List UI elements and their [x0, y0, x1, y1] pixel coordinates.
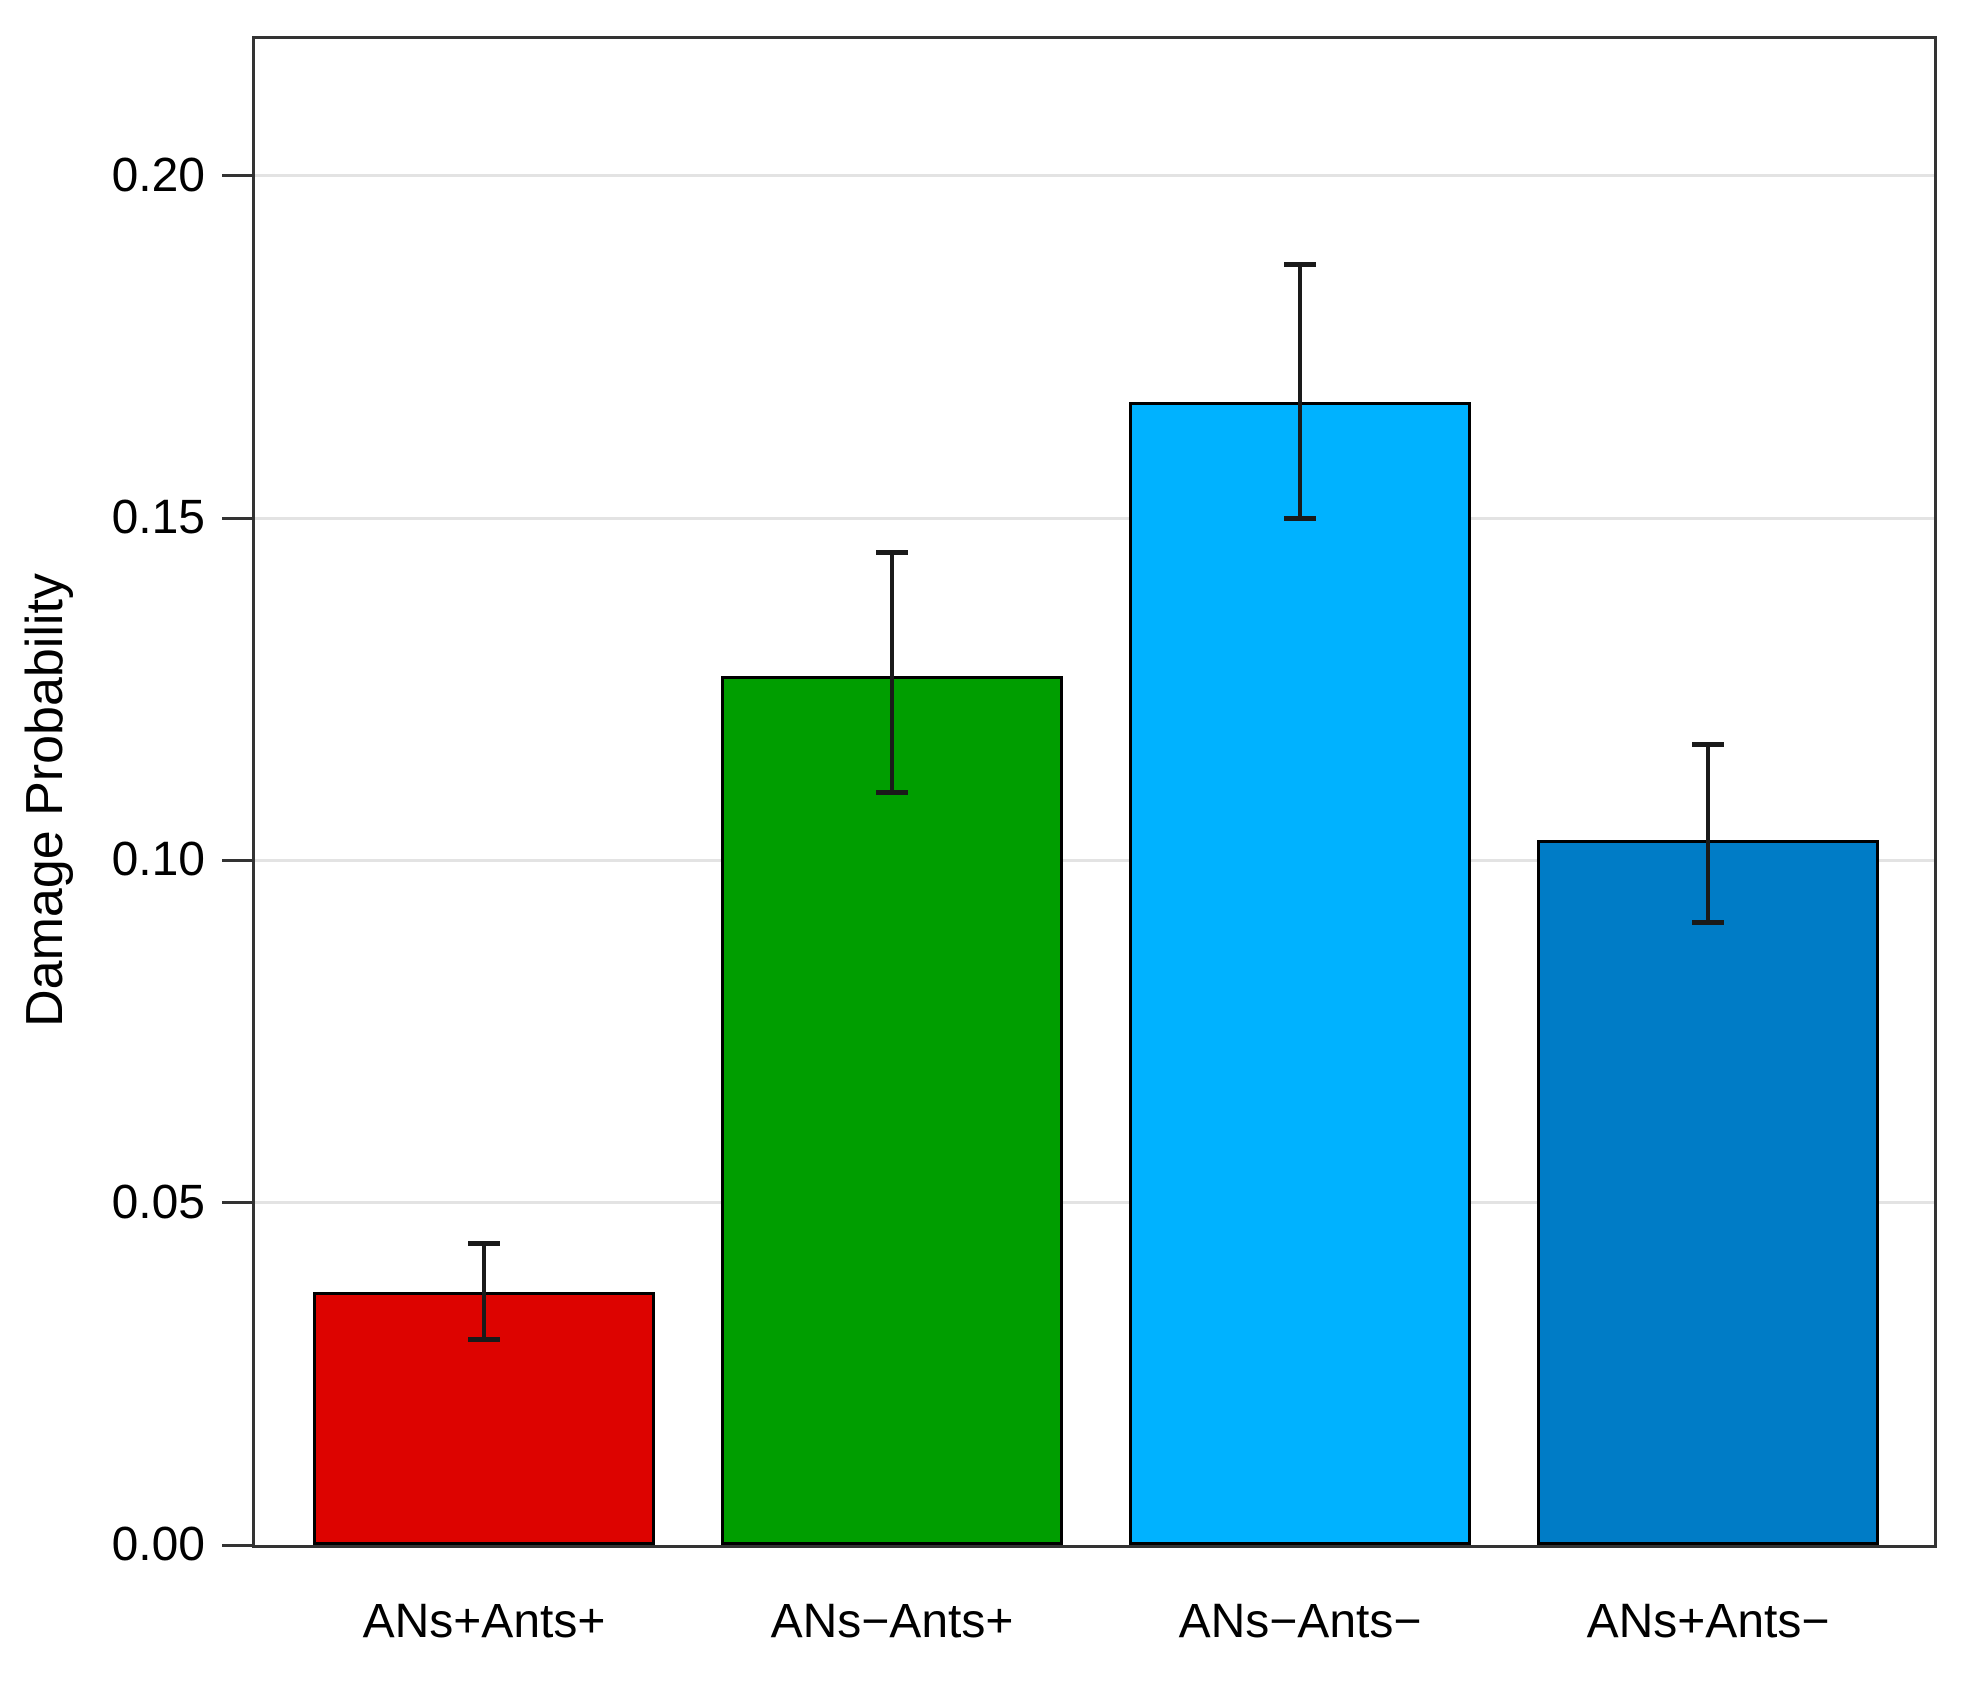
bar	[1129, 401, 1471, 1545]
y-tick	[222, 1201, 252, 1205]
bar	[1537, 839, 1879, 1545]
error-bar-cap-top	[1284, 262, 1316, 268]
gridline	[255, 516, 1934, 520]
error-bar-cap-bottom	[876, 789, 908, 795]
error-bar-cap-top	[876, 549, 908, 555]
x-category-label: ANs+Ants−	[1586, 1595, 1830, 1648]
y-tick	[222, 174, 252, 178]
gridline	[255, 174, 1934, 178]
error-bar-line	[1298, 264, 1302, 519]
x-category-label: ANs−Ants−	[1178, 1595, 1422, 1648]
y-tick-label: 0.15	[111, 491, 205, 545]
x-category-label: ANs+Ants+	[362, 1595, 606, 1648]
gridline	[255, 858, 1934, 862]
y-tick-label: 0.10	[111, 833, 205, 887]
gridline	[255, 1201, 1934, 1205]
error-bar-cap-top	[468, 1241, 500, 1247]
error-bar-line	[482, 1243, 486, 1340]
y-tick	[222, 516, 252, 520]
y-tick-label: 0.00	[111, 1518, 205, 1571]
y-tick-label: 0.05	[111, 1175, 205, 1229]
error-bar-cap-bottom	[1284, 515, 1316, 521]
error-bar-cap-top	[1692, 741, 1724, 747]
x-category-label: ANs−Ants+	[770, 1595, 1014, 1648]
error-bar-line	[1706, 744, 1710, 923]
y-axis-title: Damage Probability	[16, 573, 74, 1027]
error-bar-line	[890, 552, 894, 792]
y-tick-label: 0.20	[111, 148, 205, 202]
bar	[721, 675, 1063, 1545]
plot-area	[252, 36, 1937, 1548]
error-bar-cap-bottom	[1692, 919, 1724, 925]
error-bar-cap-bottom	[468, 1337, 500, 1343]
y-tick	[222, 1543, 252, 1547]
y-tick	[222, 858, 252, 862]
